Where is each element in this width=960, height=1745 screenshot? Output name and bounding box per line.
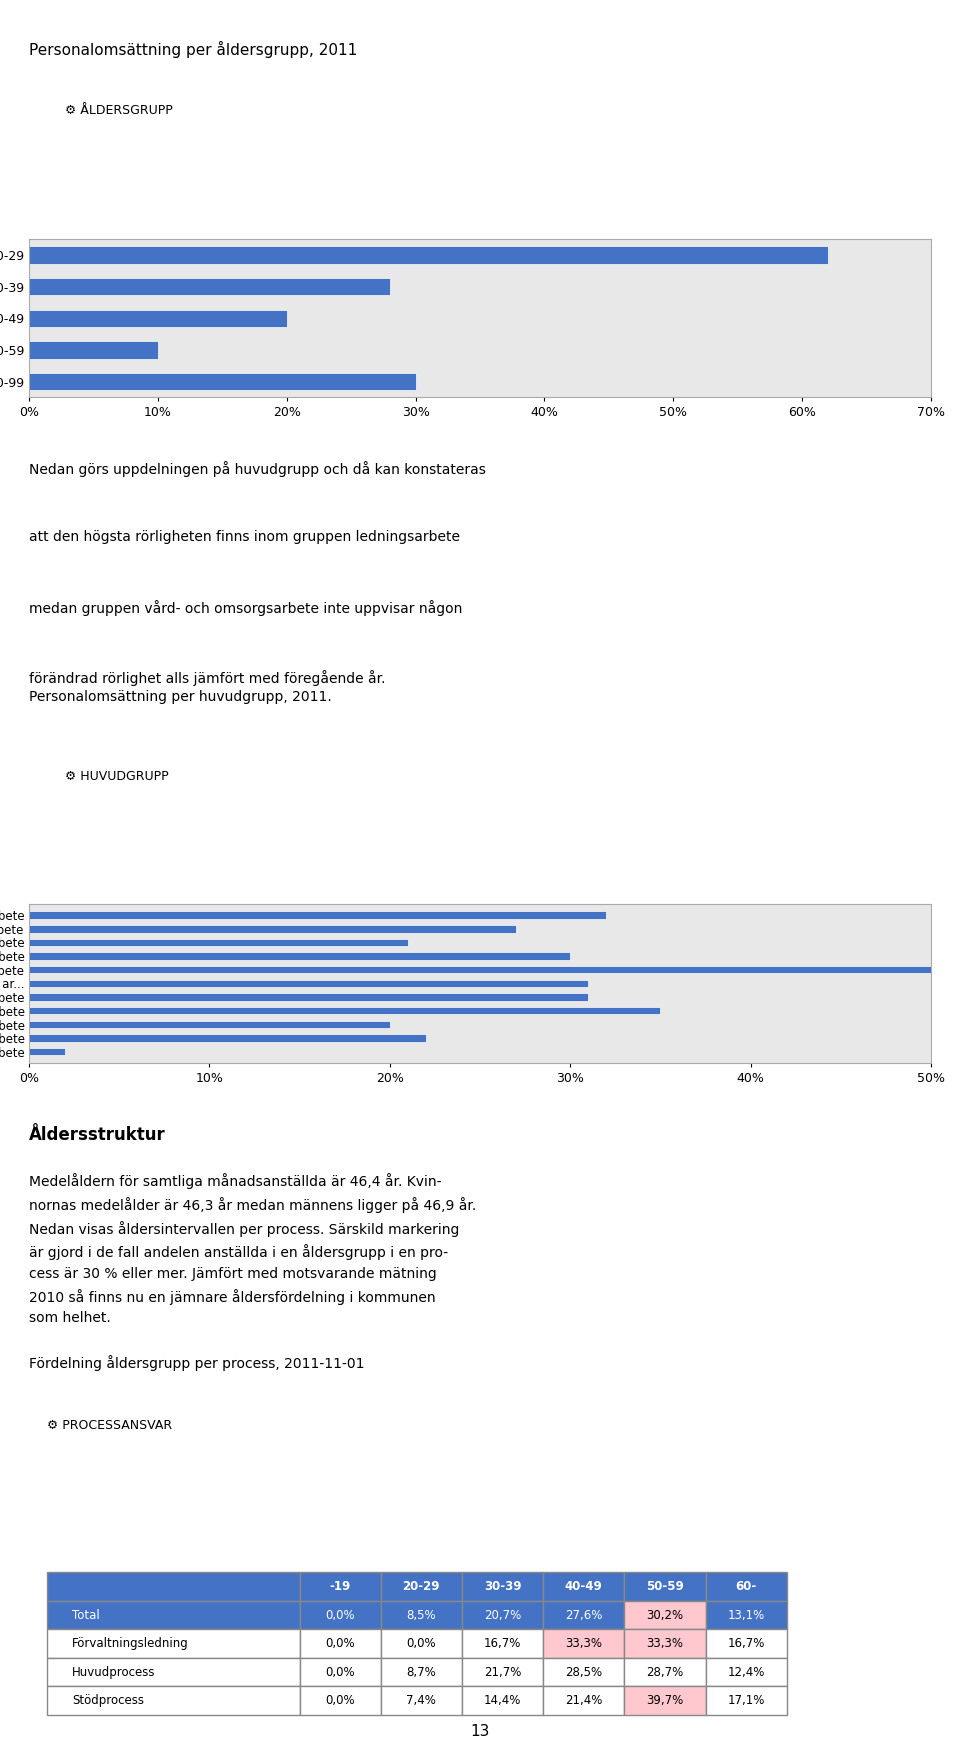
Bar	[29, 911, 607, 920]
Bar	[29, 953, 570, 960]
Bar	[29, 309, 287, 326]
Text: förändrad rörlighet alls jämfört med föregående år.: förändrad rörlighet alls jämfört med för…	[29, 670, 385, 686]
Bar	[29, 979, 588, 988]
Text: Åldersstruktur: Åldersstruktur	[29, 1126, 165, 1145]
Text: medan gruppen vård- och omsorgsarbete inte uppvisar någon: medan gruppen vård- och omsorgsarbete in…	[29, 600, 462, 616]
Text: ⚙ HUVUDGRUPP: ⚙ HUVUDGRUPP	[65, 770, 169, 782]
Bar	[29, 967, 931, 974]
Bar	[29, 342, 157, 359]
Text: Fördelning åldersgrupp per process, 2011-11-01: Fördelning åldersgrupp per process, 2011…	[29, 1356, 364, 1372]
Bar	[29, 277, 390, 295]
Bar	[29, 1035, 426, 1042]
Bar	[29, 246, 828, 263]
Bar	[29, 993, 588, 1000]
Text: Nedan görs uppdelningen på huvudgrupp och då kan konstateras: Nedan görs uppdelningen på huvudgrupp oc…	[29, 461, 486, 476]
Bar	[29, 939, 408, 946]
Text: ⚙ PROCESSANSVAR: ⚙ PROCESSANSVAR	[47, 1419, 172, 1433]
Text: 13: 13	[470, 1724, 490, 1740]
Text: Medelåldern för samtliga månadsanställda är 46,4 år. Kvin-
nornas medelålder är : Medelåldern för samtliga månadsanställda…	[29, 1173, 476, 1326]
Bar	[29, 925, 516, 932]
Bar	[29, 1007, 660, 1014]
Bar	[29, 1047, 65, 1056]
Bar	[29, 373, 416, 391]
Text: ⚙ ÅLDERSGRUPP: ⚙ ÅLDERSGRUPP	[65, 105, 173, 117]
Text: Personalomsättning per åldersgrupp, 2011: Personalomsättning per åldersgrupp, 2011	[29, 42, 357, 58]
Text: att den högsta rörligheten finns inom gruppen ledningsarbete: att den högsta rörligheten finns inom gr…	[29, 530, 460, 544]
Text: Personalomsättning per huvudgrupp, 2011.: Personalomsättning per huvudgrupp, 2011.	[29, 691, 331, 705]
Bar	[29, 1021, 390, 1028]
